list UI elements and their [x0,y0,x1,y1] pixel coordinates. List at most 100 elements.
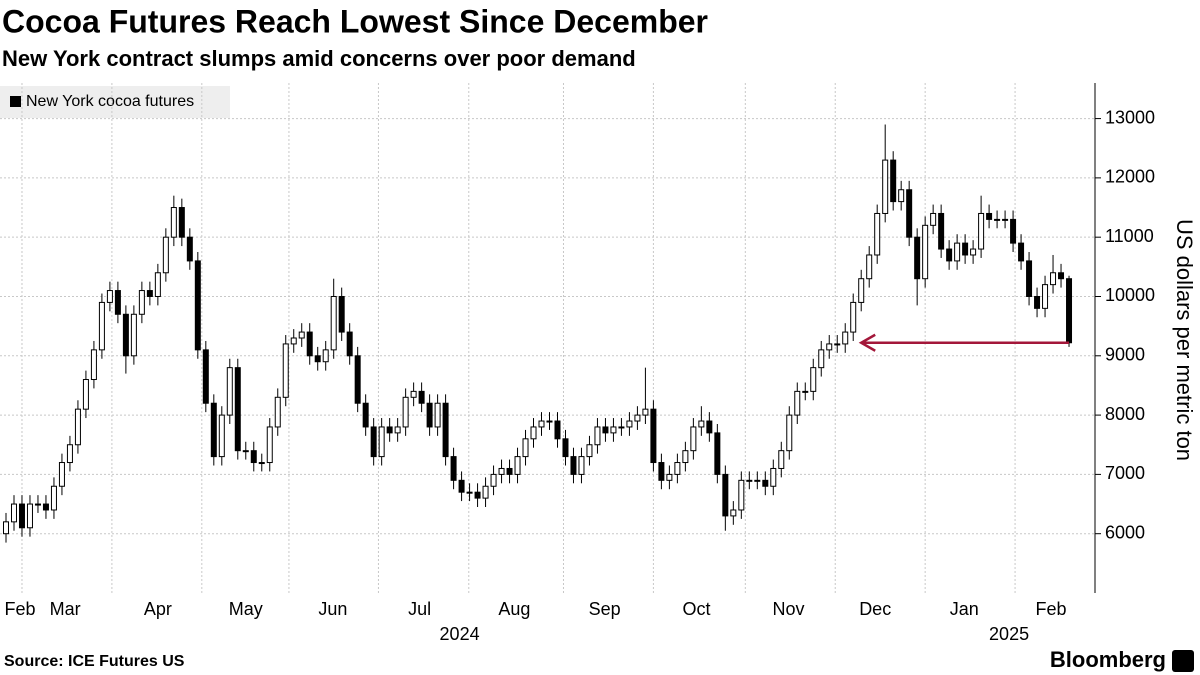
candle-body [554,420,561,440]
candle-body [634,414,641,422]
chart-subtitle: New York contract slumps amid concerns o… [2,46,636,71]
x-tick-label: Nov [772,599,804,619]
candle-body [578,456,585,475]
candle-body [810,367,817,392]
candle-body [1018,242,1025,262]
candle-body [106,290,113,303]
x-tick-label: Mar [50,599,81,619]
candle-body [530,426,537,440]
candle-body [762,479,769,487]
x-tick-label: Oct [683,599,711,619]
candle-body [34,503,41,506]
candle-body [354,355,361,404]
candle-body [714,432,721,475]
x-tick-label: Feb [4,599,35,619]
candle-body [746,479,753,482]
candle-body [994,218,1001,221]
candle-body [434,402,441,428]
candle-body [1066,278,1073,344]
candle-body [362,402,369,428]
annotation-arrowhead [858,333,876,352]
candle-body [210,402,217,458]
chart-title: Cocoa Futures Reach Lowest Since Decembe… [2,3,708,39]
candle-body [450,456,457,481]
candle-body [722,473,729,517]
candle-body [298,331,305,339]
candle-body [794,390,801,416]
candle-body [970,248,977,256]
candle-body [658,462,665,481]
candle-body [242,450,249,453]
candle-body [898,189,905,203]
x-tick-label: Dec [859,599,891,619]
candle-body [842,331,849,345]
candle-body [418,390,425,404]
legend-swatch [10,96,21,107]
x-tick-label: Jun [318,599,347,619]
candle-body [690,426,697,452]
candle-body [466,491,473,494]
candle-body [114,290,121,315]
candle-body [42,503,49,511]
candle-body [858,278,865,303]
candle-body [778,450,785,469]
candle-body [330,295,337,351]
candle-body [402,396,409,428]
y-tick-label: 9000 [1105,345,1145,365]
candle-body [490,473,497,487]
candle-body [506,467,513,475]
candle-body [482,485,489,499]
candle-body [1010,218,1017,244]
candle-body [770,467,777,487]
y-tick-label: 11000 [1105,226,1154,246]
candle-body [754,479,761,482]
candle-body [74,408,81,446]
candle-body [306,331,313,357]
candle-body [50,485,57,511]
x-tick-label: Jul [408,599,431,619]
candle-body [322,349,329,363]
candle-body [146,290,153,297]
candle-body [26,503,33,529]
candle-body [194,260,201,351]
candle-body [514,456,521,475]
candle-body [474,491,481,499]
year-label: 2024 [440,624,480,644]
candle-body [786,414,793,452]
candle-body [914,236,921,280]
candle-body [818,349,825,369]
candle-body [378,426,385,458]
candle-body [546,420,553,423]
candle-body [66,444,73,464]
candle-body [730,509,737,517]
candle-body [834,343,841,346]
candle-body [802,390,809,393]
candle-body [314,355,321,363]
candle-body [170,207,177,238]
candle-body [154,272,161,297]
brand: Bloomberg [1050,647,1166,672]
candle-body [906,189,913,238]
candle-body [706,420,713,434]
y-tick-label: 13000 [1105,107,1155,127]
y-tick-label: 7000 [1105,463,1145,483]
year-label: 2025 [989,624,1029,644]
candle-body [882,159,889,214]
x-tick-label: Sep [589,599,621,619]
candle-body [258,462,265,465]
candle-body [938,212,945,250]
candle-body [370,426,377,458]
candle-body [98,301,105,351]
candle-body [1050,272,1057,286]
candle-body [978,212,985,250]
candle-body [18,503,25,529]
x-tick-label: Jan [950,599,979,619]
candle-body [986,212,993,220]
candle-body [626,420,633,428]
candle-body [234,367,241,452]
candle-body [58,462,65,487]
candle-body [218,414,225,458]
candle-body [650,408,657,464]
y-tick-label: 8000 [1105,404,1145,424]
x-tick-label: Apr [144,599,172,619]
